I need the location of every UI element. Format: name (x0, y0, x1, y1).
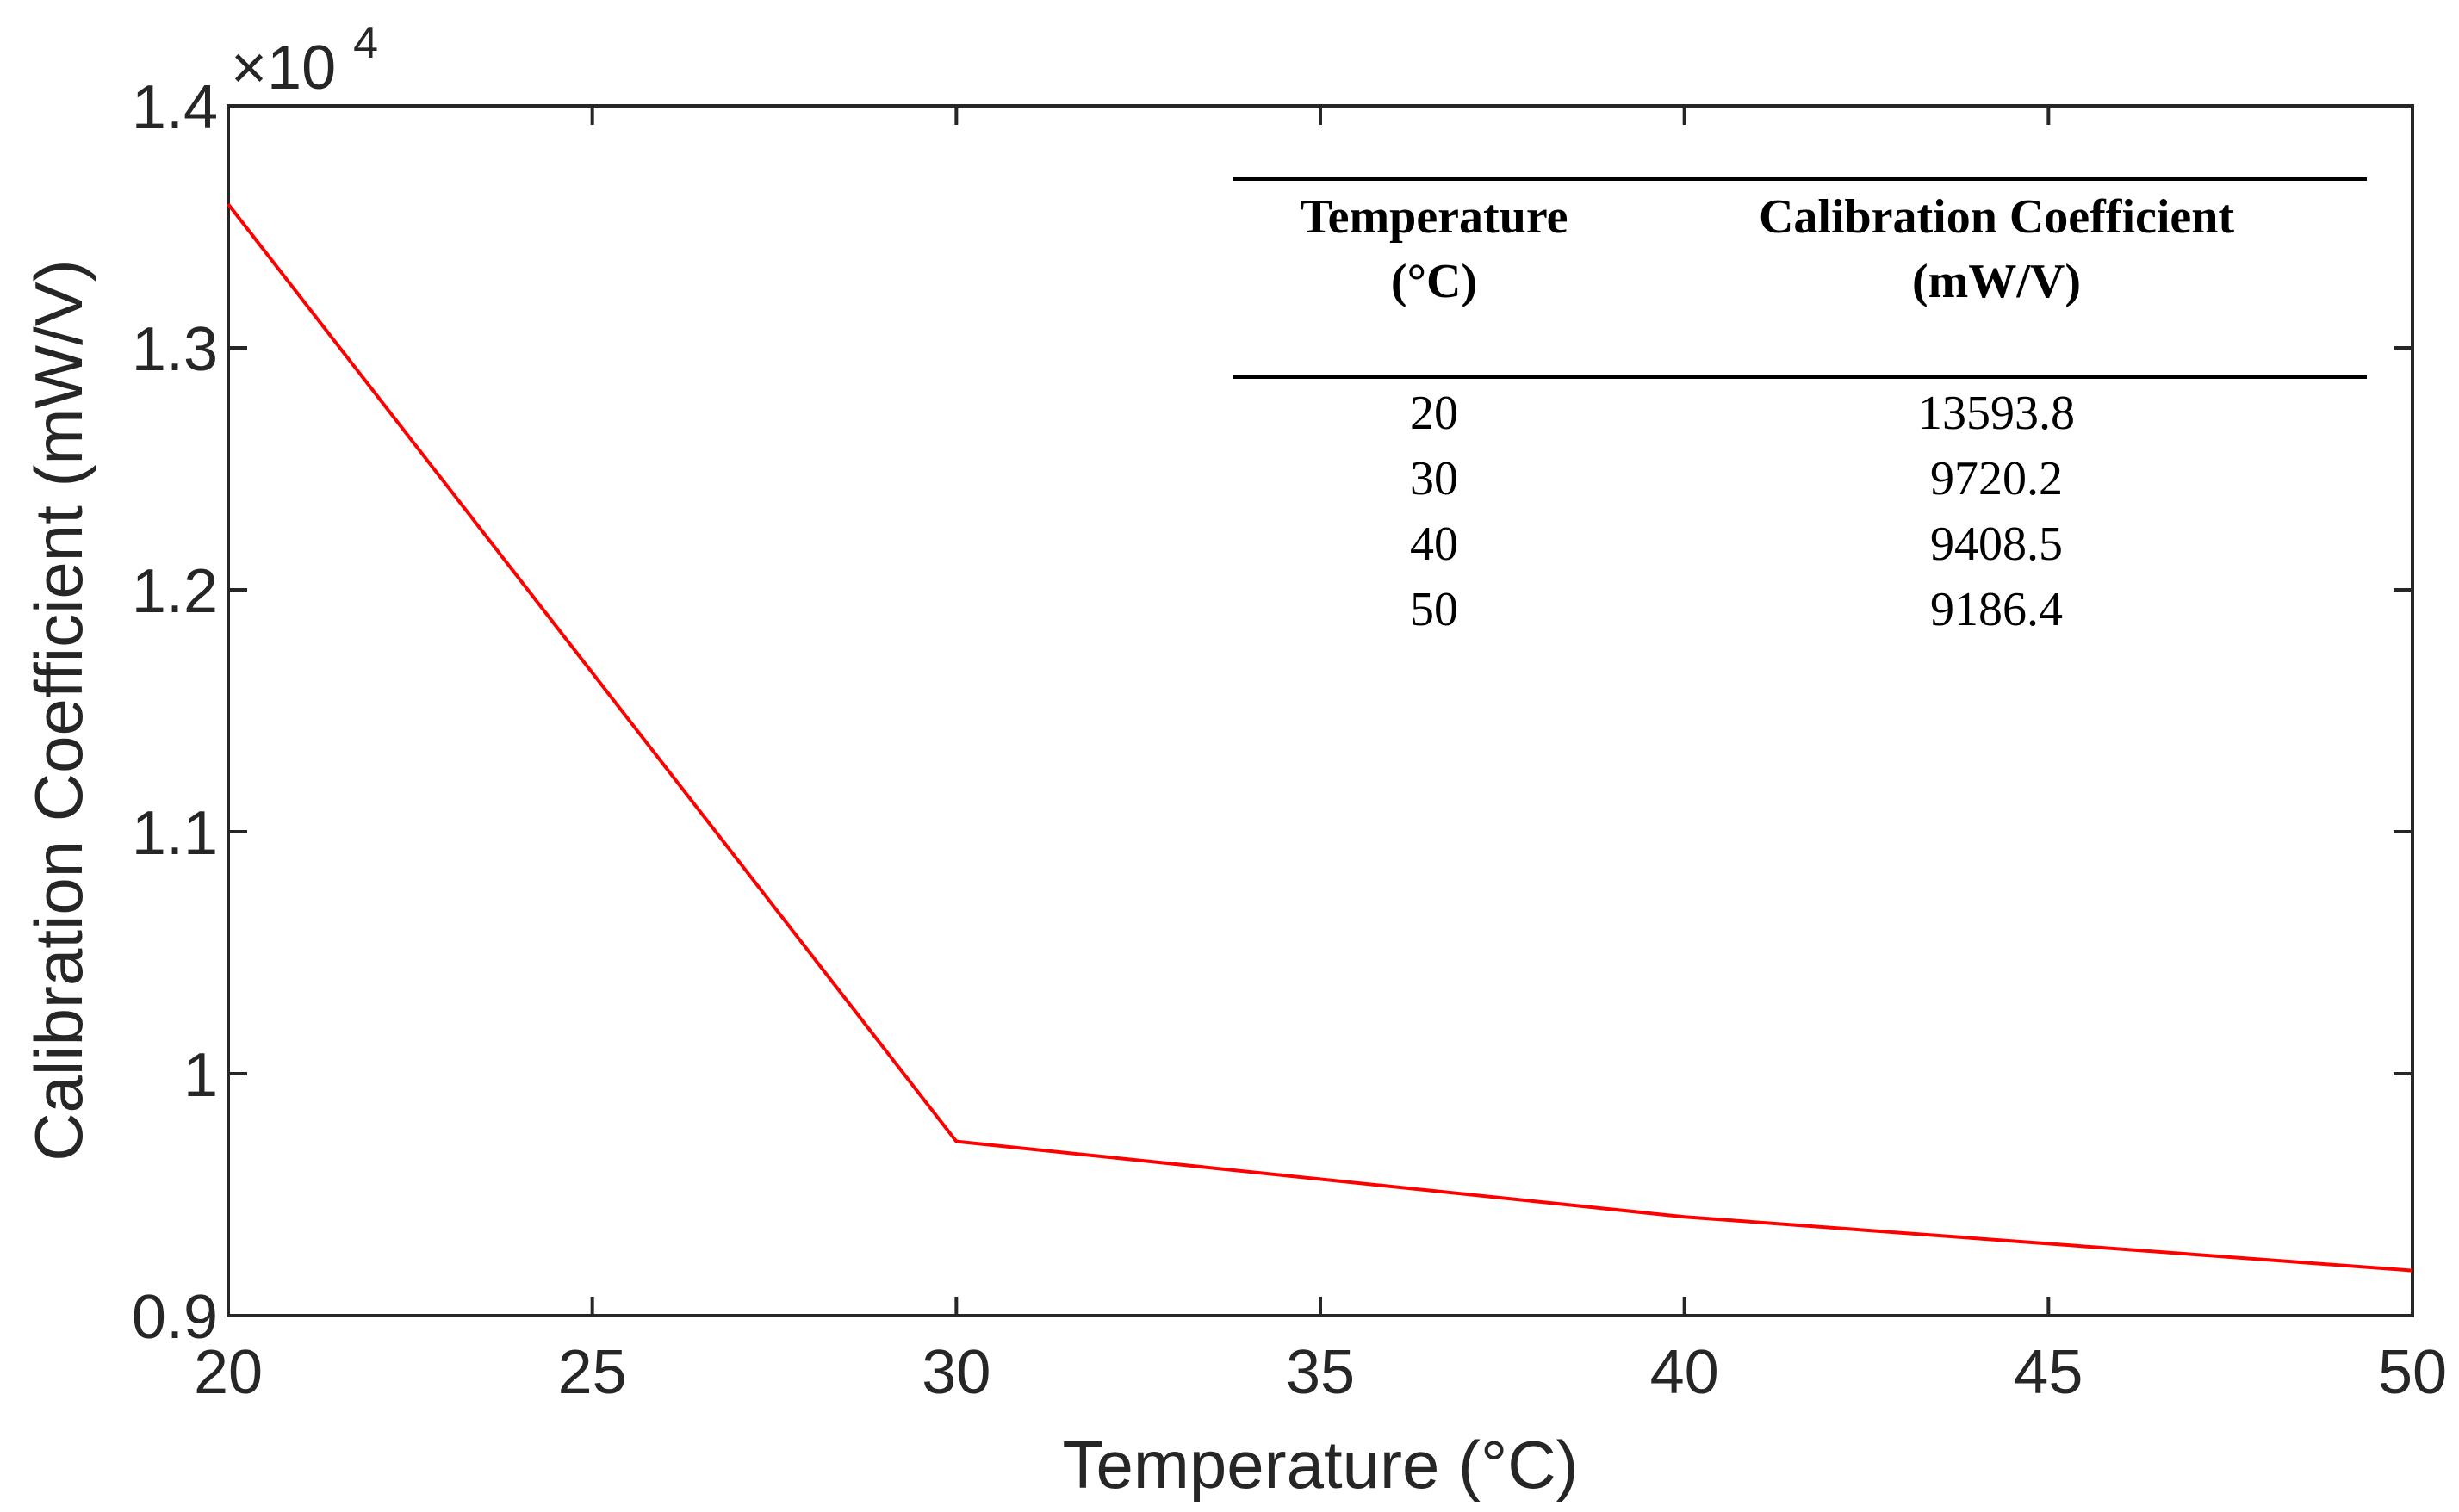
y-axis-title: Calibration Coefficient (mW/V) (21, 259, 96, 1162)
table-cell-coeff: 13593.8 (1918, 387, 2075, 440)
x-tick-label: 30 (922, 1338, 990, 1407)
x-tick-label: 25 (558, 1338, 627, 1407)
y-axis-ticks: 0.9 1 1.1 1.2 1.3 1.4 (132, 73, 2412, 1352)
table-cell-coeff: 9408.5 (1930, 517, 2063, 571)
x-tick-label: 40 (1650, 1338, 1719, 1407)
x-axis-ticks: 20 25 30 35 40 45 50 (194, 106, 2447, 1407)
y-tick-label: 1.3 (132, 315, 218, 384)
table-cell-temp: 30 (1410, 452, 1458, 505)
table-cell-coeff: 9720.2 (1930, 452, 2063, 505)
x-tick-label: 50 (2378, 1338, 2447, 1407)
y-tick-label: 1.4 (132, 73, 218, 142)
y-exponent-label: ×10 4 (231, 18, 378, 102)
y-exponent-base: ×10 (231, 34, 336, 102)
table-header-coefficient: Calibration Coefficient (1759, 190, 2234, 244)
x-tick-label: 45 (2014, 1338, 2083, 1407)
series-layer (227, 202, 2413, 1273)
plot-area (227, 104, 2414, 1317)
x-tick-label: 35 (1286, 1338, 1355, 1407)
table-cell-coeff: 9186.4 (1930, 583, 2063, 636)
series-line (227, 202, 2413, 1273)
y-tick-label: 1.1 (132, 799, 218, 868)
data-table: Temperature (°C) Calibration Coefficient… (1233, 177, 2367, 636)
table-cell-temp: 20 (1410, 387, 1458, 440)
y-tick-label: 1.2 (132, 557, 218, 626)
table-header-temperature: Temperature (1300, 190, 1568, 244)
table-cell-temp: 40 (1410, 517, 1458, 571)
y-tick-label: 0.9 (132, 1283, 218, 1352)
table-header-coefficient-unit: (mW/V) (1912, 255, 2081, 308)
x-tick-label: 20 (194, 1338, 263, 1407)
y-tick-label: 1 (183, 1041, 218, 1110)
table-cell-temp: 50 (1410, 583, 1458, 636)
table-header-temperature-unit: (°C) (1391, 255, 1477, 308)
y-exponent-power: 4 (353, 18, 378, 68)
x-axis-title: Temperature (°C) (1062, 1427, 1578, 1503)
